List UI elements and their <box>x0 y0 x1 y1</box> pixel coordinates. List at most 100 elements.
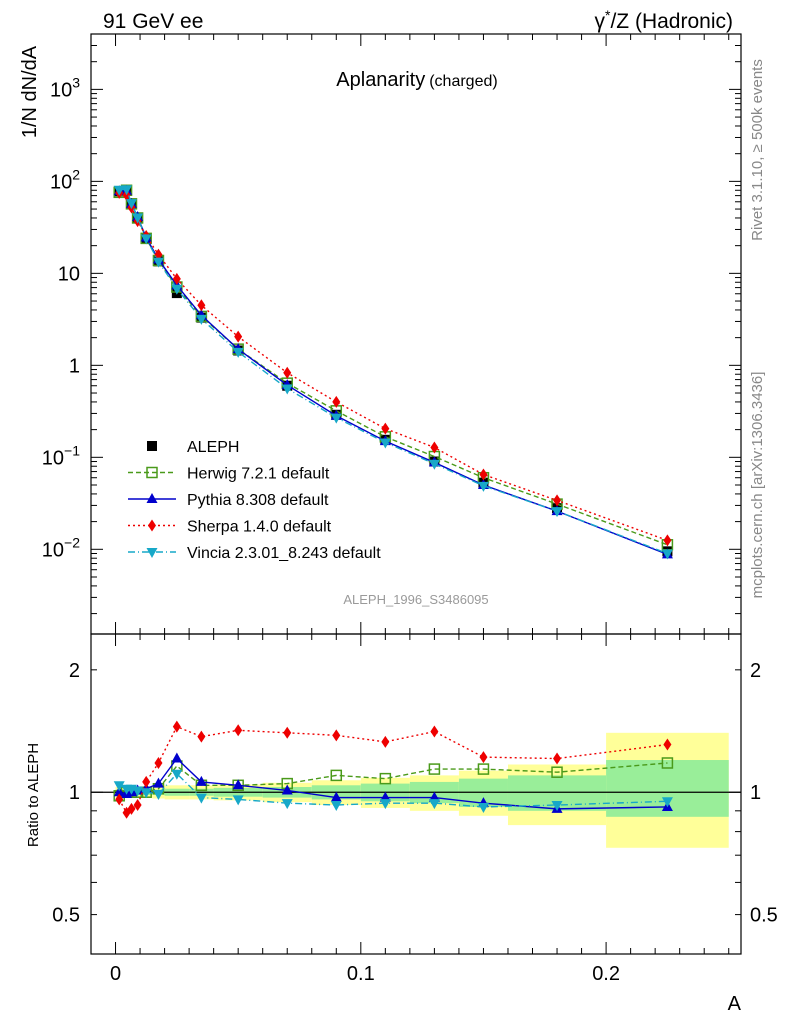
ratio-data-point <box>661 797 673 808</box>
data-point <box>661 549 673 560</box>
ratio-data-point <box>197 730 206 743</box>
data-point <box>663 534 672 547</box>
ratio-data-point <box>140 788 152 799</box>
y-tick-label-right: 0.5 <box>750 905 778 927</box>
ratio-data-point <box>283 726 292 739</box>
data-point <box>140 234 152 245</box>
y-tick-label: 103 <box>50 74 80 101</box>
data-point <box>428 459 440 470</box>
ratio-panel: 0 0.1 0.2 0.5 0.5 1 1 2 2 <box>52 633 778 985</box>
ratio-series-pythia <box>113 752 673 813</box>
ratio-data-point <box>115 793 124 806</box>
ratio-data-point <box>281 784 293 795</box>
ratio-data-point <box>234 724 243 737</box>
ratio-data-point <box>428 763 441 775</box>
mcplots-side-label: mcplots.cern.ch [arXiv:1306.3436] <box>749 372 766 599</box>
ratio-data-point <box>477 802 489 813</box>
ratio-data-point <box>551 801 563 812</box>
ratio-data-point <box>379 791 391 802</box>
legend: ALEPH Herwig 7.2.1 default Pythia 8.308 de… <box>128 439 381 562</box>
ratio-data-point <box>330 801 342 812</box>
data-point <box>152 257 164 268</box>
header-right: γ*/Z (Hadronic) <box>595 7 733 33</box>
ratio-data-point <box>551 766 563 778</box>
data-point <box>125 199 137 210</box>
main-panel: 10−2 10−1 1 10 102 103 <box>42 33 742 635</box>
data-point <box>330 413 342 424</box>
y-tick-label: 0.5 <box>52 905 80 927</box>
legend-entry: ALEPH <box>147 439 239 456</box>
legend-entry: Vincia 2.3.01_8.243 default <box>128 545 381 562</box>
data-point <box>477 481 489 492</box>
ratio-data-point <box>142 775 151 788</box>
data-point <box>154 248 163 261</box>
ratio-data-point <box>381 735 390 748</box>
legend-marker <box>147 441 157 451</box>
series-line <box>119 188 668 555</box>
main-y-axis-label: 1/N dN/dA <box>19 45 41 138</box>
ratio-series-line <box>118 725 668 814</box>
legend-marker <box>148 519 156 532</box>
ratio-data-point <box>663 738 672 751</box>
y-tick-label: 1 <box>69 782 80 804</box>
ratio-data-point <box>171 769 183 780</box>
main-title: Aplanarity (charged) <box>336 69 497 91</box>
data-point <box>379 438 391 449</box>
ratio-data-point <box>479 751 488 764</box>
ratio-data-point <box>661 757 674 769</box>
legend-label: Sherpa 1.4.0 default <box>187 519 332 536</box>
legend-marker <box>146 548 158 558</box>
legend-entry: Sherpa 1.4.0 default <box>128 519 332 536</box>
y-tick-label: 2 <box>69 660 80 682</box>
data-point <box>171 284 183 295</box>
ratio-data-point <box>154 756 163 769</box>
ratio-data-point <box>330 791 342 802</box>
y-tick-label: 102 <box>50 166 80 193</box>
ratio-data-point <box>152 777 164 788</box>
ratio-series-vincia <box>113 769 673 813</box>
ratio-data-point <box>132 786 144 797</box>
ratio-data-point <box>553 752 562 765</box>
legend-entry: Herwig 7.2.1 default <box>128 466 330 483</box>
ratio-data-point <box>127 802 136 815</box>
data-point <box>197 299 206 312</box>
y-tick-label-right: 1 <box>750 782 761 804</box>
y-tick-label: 10 <box>58 263 80 285</box>
ratio-data-point <box>428 791 440 802</box>
x-tick-label: 0 <box>110 963 121 985</box>
legend-label: Herwig 7.2.1 default <box>187 466 330 483</box>
ratio-data-point <box>195 775 207 786</box>
header-left: 91 GeV ee <box>103 10 203 33</box>
ratio-data-point <box>281 799 293 810</box>
ratio-frame <box>90 633 742 955</box>
y-tick-label: 1 <box>69 355 80 377</box>
data-point <box>132 213 144 224</box>
ratio-data-point <box>195 793 207 804</box>
x-tick-label: 0.1 <box>347 963 375 985</box>
legend-marker <box>146 493 158 503</box>
ratio-data-point <box>113 781 125 792</box>
ratio-data-point <box>477 763 490 775</box>
data-point <box>121 185 133 196</box>
data-point <box>281 384 293 395</box>
data-point <box>234 330 243 343</box>
series-line <box>119 192 668 542</box>
ratio-data-point <box>172 720 181 733</box>
data-point <box>232 347 244 358</box>
ratio-data-point <box>133 799 142 812</box>
legend-label: Vincia 2.3.01_8.243 default <box>187 545 381 562</box>
data-point <box>195 314 207 325</box>
rivet-side-label: Rivet 3.1.10, ≥ 500k events <box>749 59 766 241</box>
ratio-data-point <box>171 752 183 763</box>
y-tick-label: 10−1 <box>42 442 80 469</box>
ratio-series-sherpa <box>115 720 672 819</box>
legend-entry: Pythia 8.308 default <box>128 492 329 509</box>
data-point <box>113 185 125 196</box>
y-tick-label: 10−2 <box>42 534 80 561</box>
x-tick-label: 0.2 <box>592 963 620 985</box>
analysis-id-label: ALEPH_1996_S3486095 <box>343 592 488 607</box>
ratio-data-point <box>330 769 343 782</box>
ratio-data-point <box>379 772 392 785</box>
ratio-data-point <box>152 789 164 800</box>
